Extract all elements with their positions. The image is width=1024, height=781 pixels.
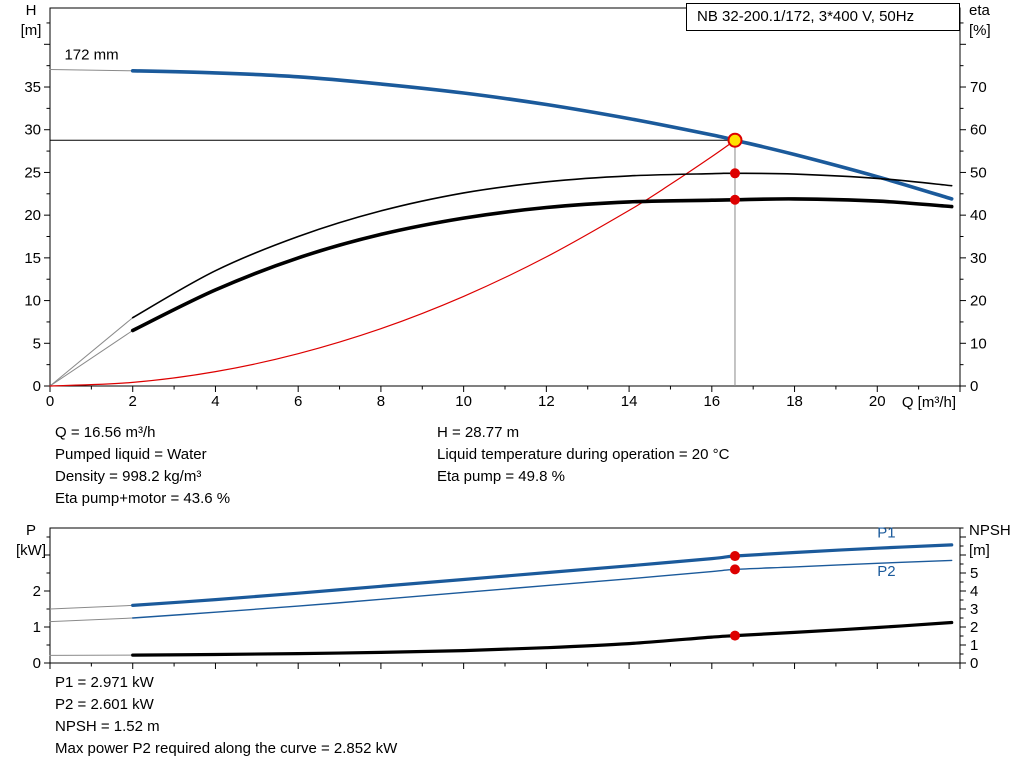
chart-frame xyxy=(49,527,961,664)
eta-pump-extension xyxy=(49,317,134,387)
h-curve xyxy=(130,69,954,201)
y-left-axis-title: [kW] xyxy=(16,542,46,559)
p1-point xyxy=(729,551,740,562)
x-axis-title: Q [m³/h] xyxy=(902,394,956,411)
axis-ticks xyxy=(44,22,966,392)
y-right-axis-title: eta xyxy=(969,2,991,19)
svg-text:20: 20 xyxy=(24,207,41,224)
duty-info-right-column: H = 28.77 m Liquid temperature during op… xyxy=(437,422,729,510)
chart-frame xyxy=(49,7,961,387)
p2-curve-label: P2 xyxy=(877,563,895,580)
power-info-block: P1 = 2.971 kW P2 = 2.601 kW NPSH = 1.52 … xyxy=(55,672,397,760)
svg-text:3: 3 xyxy=(970,601,978,618)
eta-pump-motor-extension xyxy=(49,330,134,387)
svg-text:0: 0 xyxy=(970,378,978,395)
max-power-note: Max power P2 required along the curve = … xyxy=(55,740,398,757)
svg-text:2: 2 xyxy=(33,583,41,600)
axis-ticks xyxy=(44,527,966,669)
p2-curve xyxy=(132,559,953,619)
svg-text:14: 14 xyxy=(621,393,638,410)
npsh-point xyxy=(729,630,740,641)
axis-titles: P [kW] NPSH [m] xyxy=(16,522,1011,559)
svg-text:35: 35 xyxy=(24,79,41,96)
p1-curve xyxy=(131,543,954,607)
y-left-axis-title: H xyxy=(26,2,37,19)
svg-text:2: 2 xyxy=(129,393,137,410)
svg-text:30: 30 xyxy=(24,122,41,139)
duty-point-marker[interactable] xyxy=(727,132,743,148)
liquid-temperature: Liquid temperature during operation = 20… xyxy=(437,446,730,463)
svg-text:8: 8 xyxy=(377,393,385,410)
pumped-liquid: Pumped liquid = Water xyxy=(55,446,207,463)
svg-text:0: 0 xyxy=(33,655,41,672)
svg-text:16: 16 xyxy=(703,393,720,410)
y-left-axis-title: [m] xyxy=(21,22,42,39)
svg-text:1: 1 xyxy=(33,619,41,636)
svg-text:30: 30 xyxy=(970,250,987,267)
npsh-curve xyxy=(131,620,954,657)
svg-text:20: 20 xyxy=(869,393,886,410)
svg-text:10: 10 xyxy=(455,393,472,410)
svg-text:25: 25 xyxy=(24,164,41,181)
impeller-size-label: 172 mm xyxy=(64,47,118,64)
eta-pump-point xyxy=(729,168,740,179)
y-left-axis-title: P xyxy=(26,522,36,539)
density-value: Density = 998.2 kg/m³ xyxy=(55,468,202,485)
system-curve xyxy=(49,139,736,387)
svg-text:60: 60 xyxy=(970,122,987,139)
svg-text:10: 10 xyxy=(970,335,987,352)
p2-extension xyxy=(49,617,134,623)
eta-pump-curve xyxy=(131,172,953,319)
axis-tick-labels: 0 2 4 6 8 10 12 14 16 18 20 0 5 10 15 20 25 30 35 0 10 20 30 40… xyxy=(24,79,986,410)
y-right-axis-title: NPSH xyxy=(969,522,1011,539)
qh-eta-chart: 0 2 4 6 8 10 12 14 16 18 20 0 5 10 15 20 25 30 35 0 10 20 30 40… xyxy=(21,2,991,411)
duty-info-left-column: Q = 16.56 m³/h Pumped liquid = Water Den… xyxy=(55,422,437,510)
svg-text:6: 6 xyxy=(294,393,302,410)
svg-text:40: 40 xyxy=(970,207,987,224)
svg-text:5: 5 xyxy=(970,565,978,582)
axis-titles: H [m] eta [%] Q [m³/h] xyxy=(21,2,991,411)
pump-model-title: NB 32-200.1/172, 3*400 V, 50Hz xyxy=(686,3,960,31)
eta-pump-value: Eta pump = 49.8 % xyxy=(437,468,565,485)
p2-value: P2 = 2.601 kW xyxy=(55,696,154,713)
eta-pump-motor-point xyxy=(729,194,740,205)
q-value: Q = 16.56 m³/h xyxy=(55,424,156,441)
svg-text:50: 50 xyxy=(970,164,987,181)
svg-text:0: 0 xyxy=(33,378,41,395)
svg-text:20: 20 xyxy=(970,293,987,310)
svg-text:4: 4 xyxy=(970,583,978,600)
svg-text:2: 2 xyxy=(970,619,978,636)
svg-text:1: 1 xyxy=(970,637,978,654)
svg-text:0: 0 xyxy=(46,393,54,410)
eta-pump-motor-value: Eta pump+motor = 43.6 % xyxy=(55,490,231,507)
svg-text:5: 5 xyxy=(33,335,41,352)
svg-text:12: 12 xyxy=(538,393,555,410)
svg-text:10: 10 xyxy=(24,293,41,310)
p2-point xyxy=(729,564,740,575)
duty-info-block: Q = 16.56 m³/h Pumped liquid = Water Den… xyxy=(55,422,729,510)
npsh-value: NPSH = 1.52 m xyxy=(55,718,160,735)
y-right-axis-title: [%] xyxy=(969,22,991,39)
p1-value: P1 = 2.971 kW xyxy=(55,674,154,691)
svg-text:4: 4 xyxy=(211,393,219,410)
svg-text:18: 18 xyxy=(786,393,803,410)
svg-text:70: 70 xyxy=(970,79,987,96)
p1-curve-label: P1 xyxy=(877,525,895,542)
h-value: H = 28.77 m xyxy=(437,424,520,441)
h-curve-extension xyxy=(49,69,134,72)
y-right-axis-title: [m] xyxy=(969,542,990,559)
svg-text:0: 0 xyxy=(970,655,978,672)
eta-pump-motor-curve xyxy=(130,197,954,333)
svg-text:15: 15 xyxy=(24,250,41,267)
p1-extension xyxy=(49,604,134,610)
